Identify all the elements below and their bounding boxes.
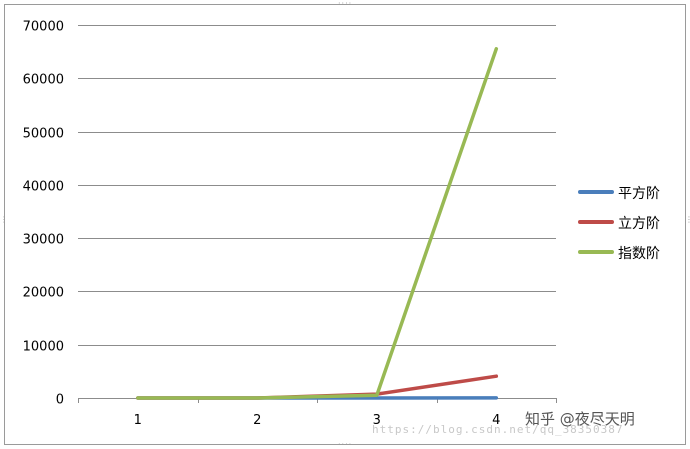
y-tick-label: 70000 [23, 20, 64, 35]
series-line-2 [136, 374, 499, 400]
series-line-3 [136, 47, 499, 400]
y-tick-label: 30000 [23, 233, 64, 248]
legend-label: 立方阶 [618, 216, 660, 232]
y-tick-label: 50000 [23, 127, 64, 142]
gridlines [78, 25, 556, 346]
resize-handle-top[interactable]: ···· [338, 0, 353, 8]
watermark-text: 知乎 @夜尽天明 [525, 410, 635, 428]
y-tick-label: 60000 [23, 73, 64, 88]
y-tick-label: 0 [56, 393, 64, 408]
y-tick-label: 10000 [23, 340, 64, 355]
x-tick-label: 1 [134, 413, 142, 428]
x-tick-label: 3 [373, 413, 381, 428]
resize-handle-left[interactable]: ⋮ [0, 216, 8, 224]
axes: 0 10000 20000 30000 40000 50000 60000 70000 1 2 3 4 [23, 20, 557, 428]
legend-label: 平方阶 [618, 186, 660, 202]
chart-frame [4, 4, 686, 445]
y-tick-label: 40000 [23, 180, 64, 195]
resize-handle-right[interactable]: ⋮ [685, 215, 690, 224]
series-lines [136, 47, 499, 400]
legend-label: 指数阶 [618, 246, 660, 262]
y-tick-label: 20000 [23, 286, 64, 301]
x-tick-label: 2 [253, 413, 261, 428]
watermark-url: https://blog.csdn.net/qq_38350387 [372, 423, 624, 436]
resize-handle-bottom[interactable]: ···· [338, 440, 353, 449]
x-tick-label: 4 [492, 413, 500, 428]
